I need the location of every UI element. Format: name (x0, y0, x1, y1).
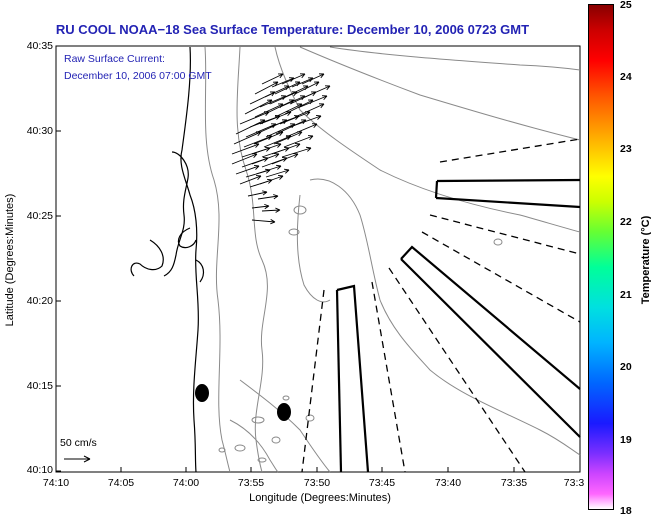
current-vector (261, 207, 281, 213)
x-tick-label: 73:55 (237, 477, 265, 489)
temperature-colorbar (588, 4, 614, 510)
current-vector (251, 142, 282, 155)
current-vector (273, 131, 303, 145)
colorbar-tick: 19 (620, 434, 632, 446)
x-tick-label: 73:35 (500, 477, 528, 489)
x-tick-label: 73:50 (303, 477, 331, 489)
current-vector (233, 131, 262, 145)
current-vector (274, 81, 301, 95)
y-tick-label: 40:10 (26, 464, 53, 476)
current-label-line1: Raw Surface Current: (64, 53, 165, 65)
current-vector (259, 111, 292, 125)
colorbar-tick: 18 (620, 505, 632, 517)
bathymetry-contours (204, 46, 581, 473)
current-vector (244, 99, 273, 115)
x-axis-label: Longitude (Degrees:Minutes) (249, 492, 391, 504)
current-vector-arrows (231, 73, 331, 225)
current-vector (255, 119, 288, 135)
current-label-line2: December 10, 2006 07:00 GMT (64, 70, 212, 82)
current-vector (261, 73, 284, 85)
current-vector (289, 91, 317, 105)
plot-frame (55, 45, 581, 473)
current-vector (271, 143, 301, 155)
x-tick-label: 74:00 (172, 477, 200, 489)
current-vector (239, 175, 262, 185)
scale-arrow-label: 50 cm/s (60, 437, 97, 449)
x-tick-label: 73:3 (563, 477, 585, 489)
current-vector (255, 164, 282, 175)
current-vector (251, 203, 270, 210)
colorbar-tick: 23 (620, 143, 632, 155)
y-tick-label: 40:25 (26, 210, 53, 222)
buoy-marker (195, 384, 209, 402)
current-vector (235, 164, 260, 175)
current-vector (301, 73, 325, 85)
current-vector (299, 95, 328, 108)
colorbar-tick: 24 (620, 71, 632, 83)
current-vector (247, 190, 268, 197)
y-tick-label: 40:15 (26, 380, 53, 392)
scale-arrow (64, 455, 91, 463)
separation-zones (301, 138, 581, 473)
current-vector (281, 73, 306, 85)
x-tick-label: 74:10 (42, 477, 70, 489)
current-vector (251, 153, 280, 165)
map-title: RU COOL NOAA−18 Sea Surface Temperature:… (55, 22, 530, 37)
current-vector (257, 194, 279, 200)
current-vector (254, 81, 279, 95)
colorbar-tick: 25 (620, 0, 632, 11)
current-vector (239, 111, 270, 125)
current-vector (269, 91, 298, 105)
y-axis-label: Latitude (Degrees:Minutes) (4, 193, 16, 327)
current-vector (251, 219, 276, 225)
buoy-marker (277, 403, 291, 421)
current-vector (253, 131, 284, 145)
current-vector (281, 146, 312, 158)
current-vector (235, 119, 266, 135)
x-tick-label: 73:40 (434, 477, 462, 489)
current-vector (265, 168, 290, 178)
current-vector (264, 99, 295, 115)
y-tick-label: 40:20 (26, 295, 53, 307)
current-vector (285, 123, 318, 138)
current-vector (294, 81, 320, 95)
axis-ticks (55, 45, 515, 472)
y-tick-label: 40:30 (26, 125, 53, 137)
current-vector (271, 153, 299, 165)
colorbar-tick: 22 (620, 216, 632, 228)
x-tick-label: 74:05 (107, 477, 135, 489)
current-vector (249, 91, 276, 105)
colorbar-title: Temperature (°C) (640, 215, 651, 305)
current-vector (283, 135, 314, 148)
current-vector (294, 103, 325, 118)
current-vector (231, 143, 260, 155)
contour-blobs (218, 205, 503, 463)
y-tick-label: 40:35 (26, 40, 53, 52)
current-vector (259, 174, 284, 185)
current-vector (231, 153, 258, 165)
colorbar-tick: 21 (620, 289, 632, 301)
shipping-lanes (335, 178, 581, 473)
colorbar-tick: 20 (620, 361, 632, 373)
x-tick-label: 73:45 (368, 477, 396, 489)
coastline (130, 46, 205, 473)
